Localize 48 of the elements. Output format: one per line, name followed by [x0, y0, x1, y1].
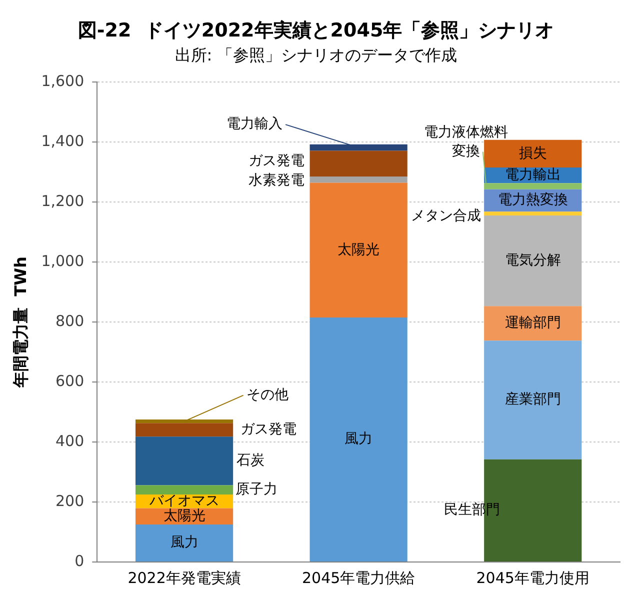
- y-tick-label: 1,200: [41, 192, 84, 210]
- bar: [135, 423, 234, 437]
- chart-title: 図-22 ドイツ2022年実績と2045年「参照」シナリオ: [78, 19, 554, 42]
- series-label: 産業部門: [504, 392, 561, 408]
- series-label: 原子力: [235, 481, 278, 498]
- series-label: 石炭: [236, 452, 264, 469]
- y-tick-label: 600: [56, 372, 84, 390]
- series-label: 電力輸出: [504, 166, 561, 183]
- bar: [310, 150, 408, 176]
- y-tick-label: 400: [56, 432, 84, 450]
- series-label: バイオマス: [148, 493, 220, 510]
- y-tick-label: 1,400: [41, 132, 84, 150]
- series-label: ガス発電: [248, 153, 305, 170]
- series-label: メタン合成: [410, 208, 481, 224]
- y-axis-title: 年間電力量 TWh: [10, 256, 30, 389]
- y-tick-label: 0: [74, 552, 84, 570]
- series-label: 運輸部門: [504, 314, 561, 331]
- series-label: 風力: [170, 534, 198, 551]
- bar: [484, 140, 582, 168]
- bar: [310, 182, 408, 318]
- text: ガス発電: [240, 421, 296, 438]
- bar: [484, 459, 582, 562]
- y-tick-label: 1,600: [41, 72, 84, 90]
- series-label: 水素発電: [248, 172, 305, 188]
- x-tick-label: 2045年電力供給: [302, 568, 416, 587]
- x-tick-label: 2022年発電実績: [128, 568, 241, 587]
- bar: [484, 212, 582, 216]
- x-tick-label: 2045年電力使用: [476, 568, 590, 587]
- y-tick-label: 200: [56, 492, 84, 510]
- chart-subtitle: 出所: 「参照」シナリオのデータで作成: [174, 46, 458, 65]
- bar: [484, 340, 582, 460]
- series-label: その他: [246, 386, 288, 403]
- bar: [310, 318, 408, 562]
- series-label: 太陽光: [163, 508, 206, 524]
- series-label: 電力熱変換: [498, 192, 568, 208]
- text: 風力: [344, 431, 373, 448]
- bar: [484, 216, 582, 306]
- bar: [135, 436, 234, 486]
- series-label: 電力液体燃料変換: [424, 124, 508, 160]
- text: 太陽光: [338, 242, 380, 258]
- bar: [135, 485, 234, 494]
- y-tick-label: 800: [56, 312, 84, 330]
- series-label: 電気分解: [504, 252, 561, 268]
- text: 電力輸入: [226, 116, 283, 132]
- series-label: 損失: [518, 145, 547, 162]
- y-tick-label: 1,000: [41, 252, 84, 270]
- bar: [310, 176, 408, 183]
- bar: [135, 524, 234, 562]
